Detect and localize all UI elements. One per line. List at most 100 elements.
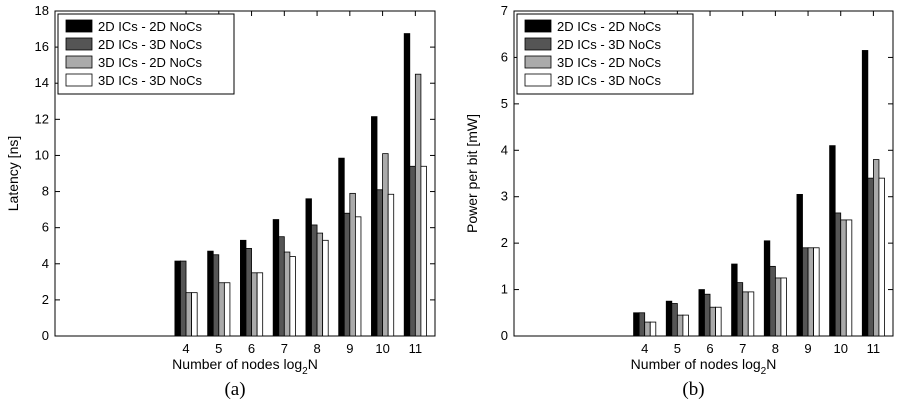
bar-2dics-3dnocs-6 xyxy=(704,293,711,337)
legend-entry-label: 3D ICs - 3D NoCs xyxy=(557,73,662,88)
y-tick-label: 7 xyxy=(501,3,508,18)
bar-2dics-2dnocs-9 xyxy=(338,157,345,337)
y-tick-label: 1 xyxy=(501,282,508,297)
y-axis-label: Latency [ns] xyxy=(5,136,21,212)
bar-2dics-2dnocs-6 xyxy=(240,239,247,337)
bar-2dics-3dnocs-8 xyxy=(769,265,776,337)
bar-3dics-3dnocs-4 xyxy=(191,292,198,337)
y-tick-label: 3 xyxy=(501,189,508,204)
bar-3dics-3dnocs-10 xyxy=(387,193,395,337)
bar-2dics-3dnocs-4 xyxy=(638,312,646,337)
bar-3dics-2dnocs-11 xyxy=(414,73,422,337)
bar-2dics-3dnocs-9 xyxy=(343,212,351,337)
bar-2dics-2dnocs-4 xyxy=(174,260,181,337)
legend-entry-label: 2D ICs - 2D NoCs xyxy=(557,19,662,34)
legend-entry-label: 2D ICs - 2D NoCs xyxy=(98,19,203,34)
bar-3dics-3dnocs-5 xyxy=(223,282,231,337)
x-tick-label: 5 xyxy=(215,341,222,356)
x-tick-label: 7 xyxy=(739,341,746,356)
x-tick-label: 4 xyxy=(641,341,648,356)
bar-2dics-2dnocs-11 xyxy=(861,50,869,337)
bar-2dics-3dnocs-8 xyxy=(311,224,318,337)
x-axis-label-main: Number of nodes log xyxy=(172,356,302,372)
bar-2dics-2dnocs-4 xyxy=(633,312,640,337)
bar-3dics-2dnocs-6 xyxy=(251,272,258,337)
legend-entry-label: 2D ICs - 3D NoCs xyxy=(98,37,203,52)
y-tick-label: 8 xyxy=(42,184,49,199)
bar-3dics-2dnocs-8 xyxy=(774,277,782,337)
x-tick-label: 9 xyxy=(346,341,353,356)
bar-3dics-2dnocs-4 xyxy=(185,292,193,337)
legend-swatch xyxy=(524,19,552,33)
bar-2dics-3dnocs-10 xyxy=(376,189,383,337)
bar-3dics-2dnocs-9 xyxy=(807,247,815,337)
legend-entry-label: 3D ICs - 3D NoCs xyxy=(98,73,203,88)
bar-2dics-2dnocs-11 xyxy=(403,33,411,337)
bar-2dics-3dnocs-5 xyxy=(212,254,220,337)
bar-3dics-3dnocs-8 xyxy=(322,239,329,337)
x-tick-label: 6 xyxy=(706,341,713,356)
bar-2dics-2dnocs-5 xyxy=(207,250,214,337)
legend: 2D ICs - 2D NoCs 2D ICs - 3D NoCs 3D ICs -… xyxy=(57,13,235,95)
legend-entry-label: 3D ICs - 2D NoCs xyxy=(557,55,662,70)
bar-3dics-2dnocs-9 xyxy=(349,192,356,337)
y-axis-label: Power per bit [mW] xyxy=(464,114,480,233)
legend-swatch xyxy=(65,37,93,51)
bar-3dics-3dnocs-8 xyxy=(780,277,787,337)
bar-3dics-3dnocs-6 xyxy=(715,306,722,337)
bar-2dics-2dnocs-8 xyxy=(305,198,312,337)
bar-2dics-2dnocs-6 xyxy=(698,289,705,337)
y-tick-label: 14 xyxy=(35,75,49,90)
y-tick-label: 4 xyxy=(501,142,508,157)
x-tick-label: 5 xyxy=(674,341,681,356)
x-axis-label-tail: N xyxy=(308,356,318,372)
bar-3dics-2dnocs-7 xyxy=(742,291,749,337)
x-tick-label: 4 xyxy=(182,341,189,356)
bar-2dics-3dnocs-9 xyxy=(802,247,809,337)
y-tick-label: 2 xyxy=(42,292,49,307)
legend-entry-label: 3D ICs - 2D NoCs xyxy=(98,55,203,70)
bar-3dics-3dnocs-9 xyxy=(813,247,820,337)
panel-caption: (a) xyxy=(224,379,245,400)
x-tick-label: 8 xyxy=(772,341,779,356)
legend: 2D ICs - 2D NoCs 2D ICs - 3D NoCs 3D ICs -… xyxy=(516,13,694,95)
y-tick-label: 0 xyxy=(501,328,508,343)
x-axis-label-subscript: 2 xyxy=(302,366,308,377)
legend-swatch xyxy=(524,55,552,69)
bar-2dics-2dnocs-7 xyxy=(272,219,280,337)
y-tick-label: 6 xyxy=(42,220,49,235)
y-tick-label: 12 xyxy=(35,111,49,126)
panel-caption: (b) xyxy=(682,379,704,400)
bar-3dics-3dnocs-9 xyxy=(354,216,362,337)
bar-3dics-2dnocs-7 xyxy=(283,251,291,337)
bar-3dics-3dnocs-11 xyxy=(420,165,427,337)
bar-2dics-2dnocs-7 xyxy=(731,263,738,337)
bar-3dics-3dnocs-10 xyxy=(845,219,853,337)
chart-panel-a: 0 2 4 6 8 10 12 14 16 18 4 5 6 7 8 9 10 11 Number of nodes… xyxy=(5,3,436,400)
bar-2dics-3dnocs-7 xyxy=(736,282,744,337)
bar-2dics-2dnocs-10 xyxy=(371,116,378,337)
bar-3dics-3dnocs-7 xyxy=(747,291,755,337)
bar-3dics-3dnocs-7 xyxy=(289,256,296,337)
x-axis-label-subscript: 2 xyxy=(761,366,767,377)
y-tick-label: 6 xyxy=(501,49,508,64)
bar-3dics-2dnocs-5 xyxy=(218,282,225,337)
bar-2dics-3dnocs-6 xyxy=(245,248,252,337)
y-tick-label: 0 xyxy=(42,328,49,343)
x-tick-label: 7 xyxy=(281,341,288,356)
legend-swatch xyxy=(65,19,93,33)
bar-2dics-3dnocs-10 xyxy=(834,212,842,337)
x-axis-label-tail: N xyxy=(766,356,776,372)
legend-swatch xyxy=(524,37,552,51)
bar-3dics-2dnocs-11 xyxy=(872,159,880,337)
bar-3dics-3dnocs-4 xyxy=(649,321,657,337)
bar-2dics-2dnocs-10 xyxy=(829,145,836,337)
bar-3dics-2dnocs-5 xyxy=(676,314,684,337)
legend-entry-label: 2D ICs - 3D NoCs xyxy=(557,37,662,52)
bar-2dics-3dnocs-7 xyxy=(278,236,285,337)
legend-swatch xyxy=(65,73,93,87)
bar-2dics-3dnocs-11 xyxy=(409,165,416,337)
bar-3dics-2dnocs-10 xyxy=(840,219,847,337)
bar-3dics-2dnocs-6 xyxy=(709,306,716,337)
y-tick-label: 4 xyxy=(42,256,49,271)
